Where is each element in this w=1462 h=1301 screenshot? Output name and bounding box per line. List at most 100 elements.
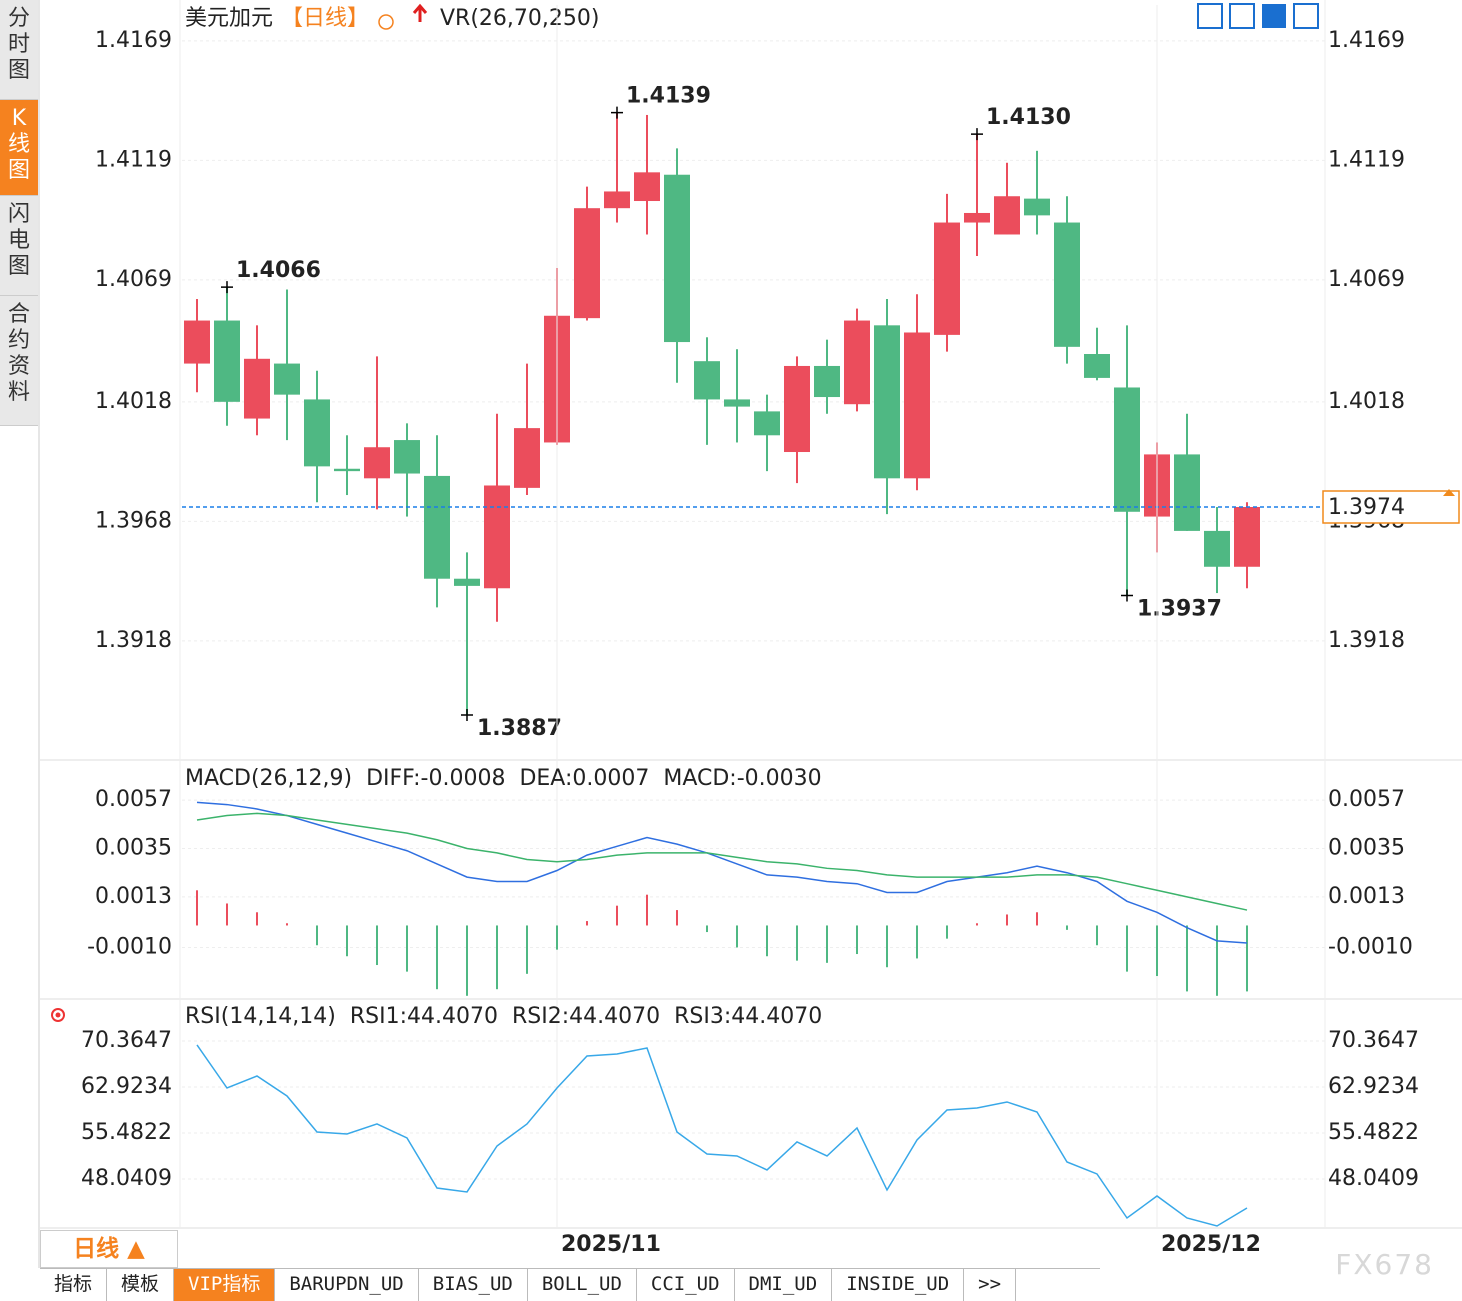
- tab[interactable]: DMI_UD: [735, 1269, 833, 1301]
- y-tick-label: -0.0010: [1328, 934, 1413, 959]
- toolbar: [1197, 3, 1319, 29]
- histogram-bar: [1186, 925, 1188, 992]
- histogram-bar: [256, 912, 258, 926]
- low-label: 1.3887: [477, 716, 562, 741]
- histogram-bar: [676, 910, 678, 926]
- y-tick-label: 0.0035: [1328, 836, 1405, 861]
- histogram-bar: [346, 925, 348, 957]
- candle-body: [1234, 507, 1260, 567]
- histogram-bar: [496, 925, 498, 990]
- candle-body: [994, 196, 1020, 235]
- watermark: FX678: [1335, 1248, 1434, 1281]
- tool-icon[interactable]: [1262, 4, 1286, 28]
- histogram-bar: [886, 925, 888, 968]
- last-price-arrow: [1443, 489, 1455, 496]
- y-tick-label: 62.9234: [81, 1074, 172, 1099]
- histogram-bar: [1156, 925, 1158, 977]
- candle-body: [1054, 222, 1080, 347]
- y-tick-label: 1.4069: [95, 267, 172, 292]
- period-button[interactable]: 日线 ▲: [40, 1230, 178, 1268]
- tab[interactable]: 指标: [40, 1269, 108, 1301]
- y-tick-label: 1.3918: [95, 628, 172, 653]
- y-tick-label: 1.4069: [1328, 267, 1405, 292]
- histogram-bar: [526, 925, 528, 974]
- legend-entry: MACD:-0.0030: [663, 766, 821, 791]
- histogram-bar: [286, 923, 288, 926]
- legend-entry: DEA:0.0007: [519, 766, 649, 791]
- y-tick-label: 62.9234: [1328, 1074, 1419, 1099]
- y-tick-label: 55.4822: [1328, 1120, 1419, 1145]
- candle-body: [244, 358, 270, 419]
- tab[interactable]: BIAS_UD: [419, 1269, 528, 1301]
- histogram-bar: [196, 890, 198, 926]
- legend-entry: RSI2:44.4070: [512, 1004, 660, 1029]
- candle-body: [364, 447, 390, 479]
- high-label: 1.4066: [236, 258, 321, 283]
- y-tick-label: 0.0013: [95, 884, 172, 909]
- arrow-icon: [412, 3, 428, 22]
- histogram-bar: [1036, 912, 1038, 926]
- candle-body: [814, 365, 840, 398]
- sidebar-tab[interactable]: K线图: [0, 100, 38, 196]
- candle-body: [574, 208, 600, 319]
- x-tick-label: 2025/11: [561, 1232, 661, 1257]
- tab[interactable]: 模板: [107, 1269, 175, 1301]
- candle-body: [454, 578, 480, 586]
- histogram-bar: [736, 925, 738, 948]
- legend-entry: MACD(26,12,9): [185, 766, 352, 791]
- high-label: 1.4139: [626, 84, 711, 109]
- candle-body: [274, 363, 300, 395]
- y-tick-label: 1.3918: [1328, 628, 1405, 653]
- chart: 美元加元 【日线】 VR(26,70,250) 1.3918 1.3918 1.39…: [38, 0, 1462, 1268]
- candle-body: [874, 325, 900, 479]
- histogram-bar: [766, 925, 768, 957]
- tab[interactable]: INSIDE_UD: [832, 1269, 965, 1301]
- y-tick-label: 0.0057: [95, 787, 172, 812]
- histogram-bar: [316, 925, 318, 946]
- legend-entry: RSI(14,14,14): [185, 1004, 336, 1029]
- candle-body: [904, 332, 930, 479]
- histogram-bar: [976, 923, 978, 926]
- candle-body: [424, 475, 450, 579]
- sidebar-tab[interactable]: 合约资料: [0, 296, 38, 426]
- histogram-bar: [646, 894, 648, 926]
- histogram-bar: [556, 925, 558, 950]
- histogram-bar: [946, 925, 948, 939]
- histogram-bar: [616, 905, 618, 926]
- legend-entry: DIFF:-0.0008: [366, 766, 505, 791]
- candle-body: [784, 365, 810, 453]
- candle-body: [514, 428, 540, 488]
- histogram-bar: [586, 921, 588, 926]
- sidebar-tab[interactable]: 闪电图: [0, 196, 38, 296]
- y-tick-label: 0.0013: [1328, 884, 1405, 909]
- candle-body: [1204, 530, 1230, 567]
- candle-body: [1174, 454, 1200, 531]
- y-tick-label: 70.3647: [81, 1028, 172, 1053]
- candle-body: [604, 191, 630, 209]
- candle-body: [754, 411, 780, 436]
- tab[interactable]: CCI_UD: [637, 1269, 735, 1301]
- tool-icon[interactable]: [1293, 3, 1319, 29]
- tab[interactable]: BOLL_UD: [528, 1269, 637, 1301]
- candle-body: [334, 468, 360, 472]
- rsi-icon: [51, 1008, 65, 1022]
- sidebar-tab[interactable]: 分时图: [0, 0, 38, 100]
- settings-icon[interactable]: [378, 14, 394, 30]
- candle-body: [724, 399, 750, 407]
- marker: [611, 106, 623, 119]
- tab[interactable]: VIP指标: [174, 1269, 276, 1301]
- tab[interactable]: >>: [964, 1269, 1017, 1301]
- tab[interactable]: BARUPDN_UD: [275, 1269, 419, 1301]
- candle-body: [394, 440, 420, 474]
- histogram-bar: [436, 925, 438, 990]
- candle-body: [694, 361, 720, 400]
- tool-icon[interactable]: [1229, 3, 1255, 29]
- histogram-bar: [856, 925, 858, 955]
- candle-body: [634, 172, 660, 202]
- candle-body: [934, 222, 960, 335]
- y-tick-label: 55.4822: [81, 1120, 172, 1145]
- tool-icon[interactable]: [1197, 3, 1223, 29]
- line-series: [196, 801, 1248, 944]
- last-price-box: [1322, 490, 1460, 524]
